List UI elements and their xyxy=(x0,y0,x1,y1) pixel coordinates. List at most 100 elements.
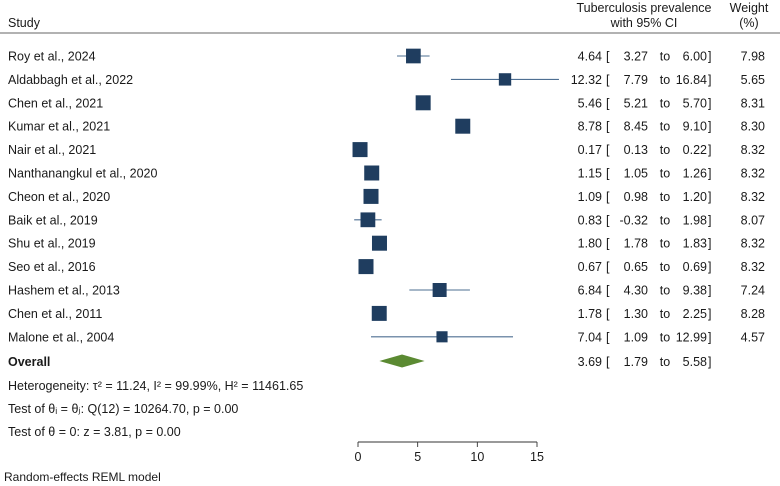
study-estimate: 1.09 xyxy=(578,190,602,204)
study-marker xyxy=(455,118,471,134)
study-estimate: 0.83 xyxy=(578,213,602,227)
ci-open-bracket: [ xyxy=(606,120,610,134)
study-ci-upper: 9.10 xyxy=(683,120,707,134)
study-estimate: 5.46 xyxy=(578,96,602,110)
study-estimate: 4.64 xyxy=(578,50,602,64)
study-marker xyxy=(498,73,512,86)
ci-separator: to xyxy=(660,190,670,204)
ci-separator: to xyxy=(660,50,670,64)
study-label: Baik et al., 2019 xyxy=(8,213,98,227)
ci-open-bracket: [ xyxy=(606,50,610,64)
model-footnote: Random-effects REML model xyxy=(4,470,161,484)
study-estimate: 1.15 xyxy=(578,167,602,181)
study-label: Hashem et al., 2013 xyxy=(8,284,120,298)
ci-separator: to xyxy=(660,167,670,181)
effect-column-header-line2: with 95% CI xyxy=(610,16,678,30)
study-ci-upper: 1.20 xyxy=(683,190,707,204)
study-label: Nanthanangkul et al., 2020 xyxy=(8,167,157,181)
study-label: Chen et al., 2021 xyxy=(8,96,103,110)
study-ci-lower: 4.30 xyxy=(624,284,648,298)
zero-effect-test: Test of θ = 0: z = 3.81, p = 0.00 xyxy=(8,425,181,439)
study-estimate: 6.84 xyxy=(578,284,602,298)
study-ci-upper: 12.99 xyxy=(676,330,707,344)
overall-ci-close-bracket: ] xyxy=(708,355,711,369)
ci-separator: to xyxy=(660,96,670,110)
study-weight: 8.31 xyxy=(741,96,765,110)
study-ci-lower: 1.09 xyxy=(624,330,648,344)
ci-close-bracket: ] xyxy=(708,260,711,274)
ci-open-bracket: [ xyxy=(606,190,610,204)
ci-close-bracket: ] xyxy=(708,73,711,87)
ci-separator: to xyxy=(660,260,670,274)
study-label: Malone et al., 2004 xyxy=(8,330,114,344)
ci-close-bracket: ] xyxy=(708,237,711,251)
study-weight: 5.65 xyxy=(741,73,765,87)
overall-upper: 5.58 xyxy=(683,355,707,369)
ci-close-bracket: ] xyxy=(708,330,711,344)
study-ci-lower: 5.21 xyxy=(624,96,648,110)
ci-open-bracket: [ xyxy=(606,96,610,110)
homogeneity-test: Test of θᵢ = θⱼ: Q(12) = 10264.70, p = 0… xyxy=(8,402,238,416)
study-ci-upper: 2.25 xyxy=(683,307,707,321)
x-tick-label: 5 xyxy=(414,450,421,464)
study-ci-upper: 16.84 xyxy=(676,73,707,87)
ci-open-bracket: [ xyxy=(606,284,610,298)
study-ci-lower: 0.65 xyxy=(624,260,648,274)
study-weight: 8.32 xyxy=(741,167,765,181)
study-marker xyxy=(364,165,380,181)
ci-separator: to xyxy=(660,213,670,227)
study-estimate: 1.78 xyxy=(578,307,602,321)
ci-separator: to xyxy=(660,143,670,157)
ci-open-bracket: [ xyxy=(606,73,610,87)
study-label: Cheon et al., 2020 xyxy=(8,190,110,204)
study-weight: 8.28 xyxy=(741,307,765,321)
study-ci-upper: 5.70 xyxy=(683,96,707,110)
x-tick-label: 10 xyxy=(470,450,484,464)
ci-close-bracket: ] xyxy=(708,213,711,227)
study-label: Aldabbagh et al., 2022 xyxy=(8,73,133,87)
overall-diamond xyxy=(379,354,425,368)
ci-open-bracket: [ xyxy=(606,307,610,321)
study-ci-upper: 1.83 xyxy=(683,237,707,251)
study-marker xyxy=(358,259,374,275)
ci-open-bracket: [ xyxy=(606,143,610,157)
ci-separator: to xyxy=(660,120,670,134)
study-ci-lower: 3.27 xyxy=(624,50,648,64)
study-ci-lower: 8.45 xyxy=(624,120,648,134)
study-weight: 8.32 xyxy=(741,143,765,157)
ci-close-bracket: ] xyxy=(708,307,711,321)
study-ci-upper: 9.38 xyxy=(683,284,707,298)
overall-ci-to: to xyxy=(660,355,670,369)
overall-estimate: 3.69 xyxy=(578,355,602,369)
study-label: Chen et al., 2011 xyxy=(8,307,102,321)
x-tick-label: 15 xyxy=(530,450,544,464)
study-estimate: 12.32 xyxy=(571,73,602,87)
overall-ci-open-bracket: [ xyxy=(606,355,610,369)
study-label: Shu et al., 2019 xyxy=(8,237,96,251)
study-marker xyxy=(360,212,376,228)
study-marker xyxy=(371,235,387,251)
x-axis: 0 5 10 15 xyxy=(355,441,544,464)
study-ci-lower: 1.78 xyxy=(624,237,648,251)
ci-separator: to xyxy=(660,284,670,298)
study-marker xyxy=(432,283,447,297)
study-weight: 7.98 xyxy=(741,50,765,64)
study-label: Nair et al., 2021 xyxy=(8,143,96,157)
study-rows: Roy et al., 2024 4.64 [3.27 to 6.00] 7.98 Alda… xyxy=(8,48,765,344)
study-ci-lower: 1.05 xyxy=(624,167,648,181)
ci-close-bracket: ] xyxy=(708,190,711,204)
ci-close-bracket: ] xyxy=(708,96,711,110)
overall-label: Overall xyxy=(8,355,50,369)
study-weight: 8.30 xyxy=(741,120,765,134)
study-marker xyxy=(406,48,421,64)
study-label: Roy et al., 2024 xyxy=(8,50,96,64)
study-weight: 8.32 xyxy=(741,237,765,251)
study-marker xyxy=(371,305,387,321)
study-weight: 4.57 xyxy=(741,330,765,344)
study-ci-upper: 1.98 xyxy=(683,213,707,227)
ci-separator: to xyxy=(660,307,670,321)
study-label: Kumar et al., 2021 xyxy=(8,120,110,134)
study-marker xyxy=(363,188,379,204)
ci-open-bracket: [ xyxy=(606,260,610,274)
